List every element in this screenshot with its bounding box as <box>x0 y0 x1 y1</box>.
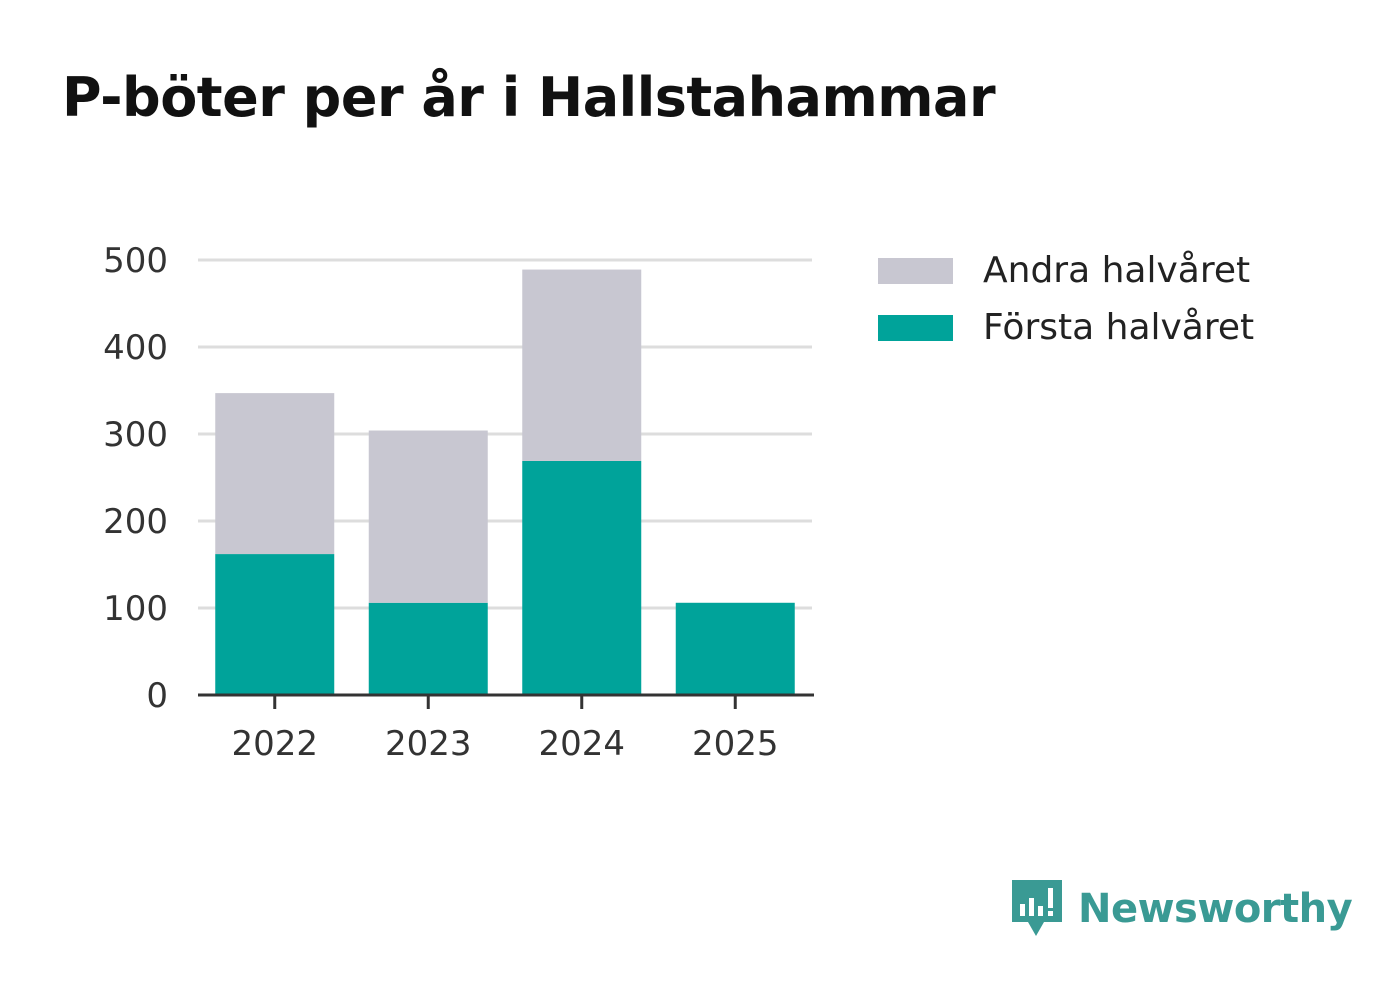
bar-2024-andra <box>522 269 642 461</box>
x-tick-label-2022: 2022 <box>231 724 318 764</box>
legend-label-forsta: Första halvåret <box>983 307 1255 348</box>
bars <box>215 269 795 695</box>
x-tick-label-2023: 2023 <box>385 724 472 764</box>
bar-2025-forsta <box>675 602 795 695</box>
axes: 0 100 200 300 400 500 2022 2023 2024 2025 <box>103 241 814 764</box>
bar-2023-forsta <box>368 602 488 695</box>
y-tick-label-500: 500 <box>103 241 168 281</box>
x-tick-label-2025: 2025 <box>692 724 779 764</box>
y-tick-label-400: 400 <box>103 328 168 368</box>
legend-swatch-andra <box>878 257 953 284</box>
x-tick-label-2024: 2024 <box>538 724 625 764</box>
y-tick-label-100: 100 <box>103 589 168 629</box>
brand-logo: Newsworthy <box>1010 878 1353 940</box>
legend-item-forsta: Första halvåret <box>878 299 1254 356</box>
bar-2024-forsta <box>522 460 642 695</box>
y-tick-label-300: 300 <box>103 415 168 455</box>
legend-label-andra: Andra halvåret <box>983 250 1251 291</box>
bar-2022-forsta <box>215 554 335 695</box>
brand-name: Newsworthy <box>1078 886 1353 932</box>
legend: Andra halvåret Första halvåret <box>878 242 1254 356</box>
chart-title: P-böter per år i Hallstahammar <box>62 66 996 129</box>
newsworthy-logo-icon <box>1012 880 1062 936</box>
legend-swatch-forsta <box>878 314 953 341</box>
bar-2022-andra <box>215 393 335 555</box>
y-tick-label-200: 200 <box>103 502 168 542</box>
legend-item-andra: Andra halvåret <box>878 242 1254 299</box>
y-tick-label-0: 0 <box>146 676 168 716</box>
bar-2023-andra <box>368 430 488 603</box>
